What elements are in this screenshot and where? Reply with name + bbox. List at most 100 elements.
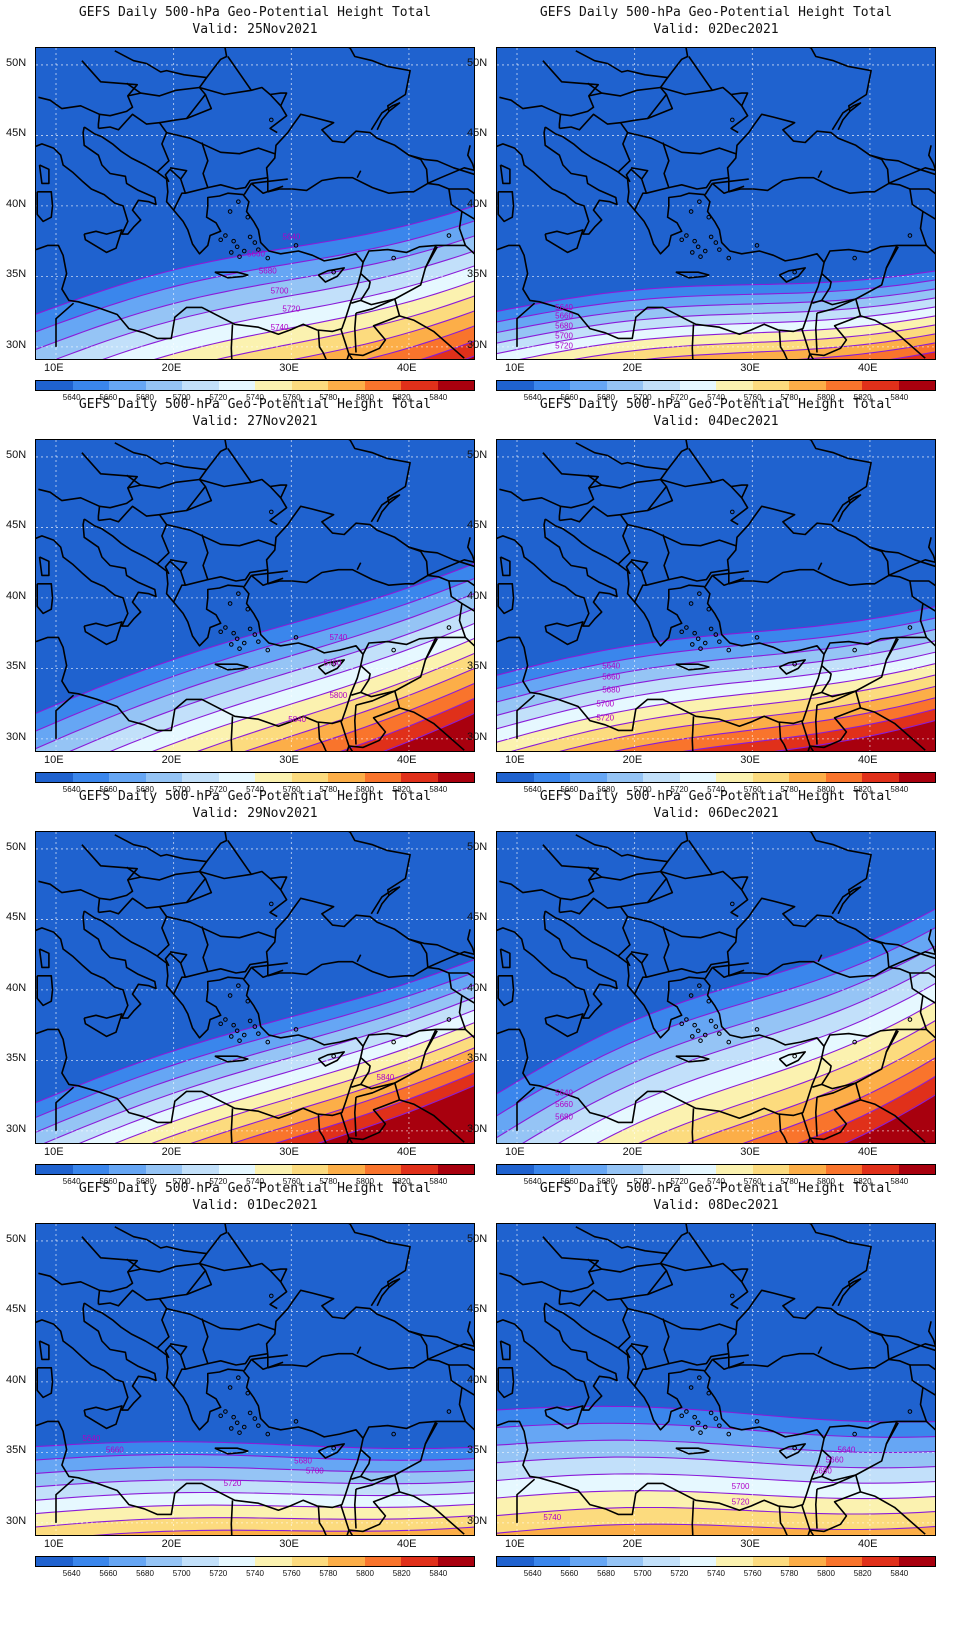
country-border (408, 546, 474, 568)
latitude-tick-label: 45N (6, 127, 27, 140)
country-border (575, 442, 668, 471)
island-outline (792, 269, 797, 275)
island-outline (293, 635, 299, 640)
island-outline (726, 1431, 732, 1437)
colorbar-level-label: 5740 (246, 393, 264, 402)
contour-line-5720 (36, 1491, 474, 1501)
contour-line-5800 (293, 682, 474, 751)
colorbar-level-label: 5680 (597, 393, 615, 402)
island-outline (231, 1414, 236, 1420)
contour-line-5840 (383, 712, 474, 751)
colorbar-level-label: 5780 (780, 785, 799, 794)
coastline (467, 145, 474, 172)
colorbar-swatch (716, 381, 753, 390)
colorbar-swatch (328, 381, 365, 390)
colorbar-level-label: 5640 (62, 1177, 81, 1186)
country-border (354, 1097, 357, 1137)
country-border (815, 313, 818, 353)
country-border (668, 176, 729, 190)
contour-label: 5760 (324, 659, 342, 668)
colorbar-level-label: 5660 (560, 393, 579, 402)
longitude-tick-label: 30E (740, 362, 760, 374)
longitude-tick-label: 30E (740, 1538, 760, 1550)
colorbar-swatch (862, 1557, 899, 1566)
island-outline (907, 1017, 913, 1022)
longitude-tick-label: 30E (740, 1146, 760, 1158)
latitude-tick-label: 35N (467, 1444, 488, 1457)
country-border (126, 82, 207, 124)
latitude-tick-label: 40N (467, 1373, 488, 1386)
country-border (98, 113, 170, 173)
country-border (348, 1474, 401, 1533)
geopotential-height-map: 5740 5760 5800 5840 (35, 439, 475, 752)
island-outline (241, 640, 247, 646)
coastline (38, 948, 50, 969)
island-outline (688, 209, 694, 214)
height-band-5780 (497, 1524, 935, 1535)
contour-label: 5640 (838, 1445, 856, 1454)
colorbar-level-label: 5780 (780, 1177, 799, 1186)
country-border (461, 210, 474, 220)
country-border (922, 1386, 935, 1396)
island-outline (708, 234, 714, 240)
country-border (227, 448, 252, 483)
forecast-panel: GEFS Daily 500-hPa Geo-Potential Height … (461, 1176, 943, 1586)
contour-line-5760 (511, 674, 935, 751)
island-outline (236, 983, 241, 988)
colorbar (35, 772, 475, 783)
island-outline (713, 1024, 719, 1029)
contour-label: 5800 (329, 691, 347, 700)
country-border (711, 1358, 745, 1370)
island-outline (713, 1416, 719, 1421)
contour-label: 5700 (732, 1482, 750, 1491)
contour-line-5740 (114, 1022, 474, 1143)
country-border (230, 1500, 234, 1535)
coastline (265, 1289, 429, 1370)
island-outline (792, 661, 797, 667)
country-border (688, 840, 713, 875)
country-border (499, 452, 599, 509)
country-border (98, 505, 170, 565)
country-border (812, 273, 832, 304)
colorbar-swatch (716, 1557, 753, 1566)
colorbar-swatch (328, 1557, 365, 1566)
coastline (497, 191, 515, 223)
coastline (831, 886, 862, 915)
country-border (55, 1478, 75, 1523)
island-outline (265, 1431, 271, 1437)
country-border (227, 56, 252, 91)
country-border (464, 1420, 474, 1431)
country-border (356, 562, 362, 571)
colorbar-swatch (643, 1165, 680, 1174)
colorbar-swatch (862, 773, 899, 782)
colorbar-swatch (255, 773, 292, 782)
colorbar-level-label: 5700 (172, 393, 191, 402)
country-border (691, 716, 695, 751)
island-outline (245, 1390, 251, 1396)
geopotential-height-map: 5640 5660 5680 5700 5720 (496, 439, 936, 752)
colorbar-labels: 5640 5660 5680 5700 5720 5740 5760 5780 5800 5820… (496, 785, 936, 797)
country-border (869, 154, 935, 176)
country-border (348, 48, 411, 112)
country-border (164, 560, 182, 575)
colorbar-level-label: 5640 (62, 393, 81, 402)
longitude-tick-label: 40E (396, 1538, 417, 1550)
island-outline (237, 1430, 242, 1435)
country-border (869, 938, 935, 960)
colorbar-level-label: 5800 (817, 393, 835, 402)
island-outline (223, 233, 228, 238)
colorbar-swatch (328, 773, 365, 782)
island-outline (391, 647, 396, 653)
country-border (448, 580, 474, 587)
island-outline (695, 636, 701, 642)
country-border (860, 1099, 926, 1143)
country-border (464, 636, 474, 647)
longitude-tick-label: 40E (857, 754, 878, 766)
country-border (869, 546, 935, 568)
coastline (36, 583, 54, 615)
contour-line-5780 (190, 1047, 474, 1143)
longitude-tick-label: 10E (44, 362, 64, 374)
